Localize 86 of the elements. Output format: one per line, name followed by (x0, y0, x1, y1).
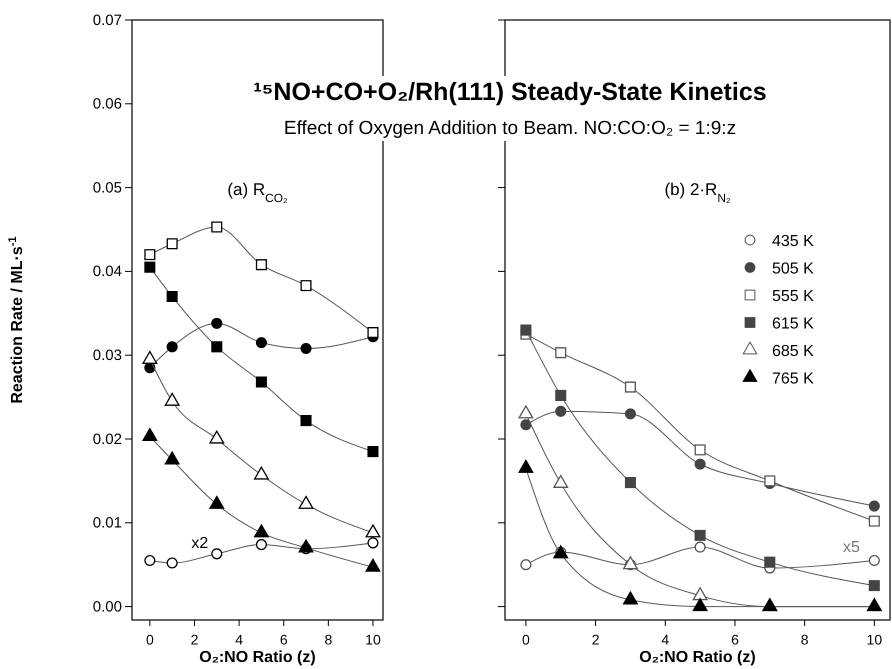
point (209, 430, 224, 444)
point (692, 587, 708, 600)
point (211, 341, 222, 352)
y-tick-label: 0.02 (92, 430, 122, 448)
y-tick-label: 0.06 (92, 96, 122, 113)
x-axis-title: O₂:NO Ratio (z) (639, 649, 756, 666)
point (555, 390, 566, 401)
point (366, 558, 380, 572)
x-tick-label: 2 (592, 631, 600, 648)
point (256, 337, 267, 348)
x-tick-label: 0 (522, 631, 530, 648)
point (555, 347, 566, 358)
point (254, 524, 269, 538)
point (694, 542, 706, 553)
x-tick-label: 4 (235, 631, 244, 648)
annotation: (b) 2·R$_{N₂}$ (664, 180, 731, 205)
point (694, 530, 706, 541)
x-tick-label: 6 (731, 631, 740, 648)
legend-label: 435 K (772, 233, 814, 250)
y-tick-label: 0.03 (92, 346, 122, 364)
point (520, 324, 532, 336)
point (300, 415, 312, 426)
x-tick-label: 8 (324, 631, 332, 648)
legend-label: 505 K (772, 260, 814, 278)
legend-label: 685 K (772, 343, 814, 360)
x-tick-label: 0 (146, 631, 154, 648)
point (164, 392, 180, 406)
point (211, 221, 222, 233)
point (520, 419, 532, 430)
annotation: x2 (191, 535, 208, 552)
point (166, 341, 178, 352)
point (764, 556, 776, 568)
point (692, 598, 708, 612)
point (300, 280, 312, 292)
y-tick-label: 0.05 (92, 179, 122, 196)
point (367, 537, 378, 548)
x-tick-label: 6 (280, 631, 288, 648)
point (144, 249, 156, 260)
point (868, 500, 880, 512)
x-tick-label: 10 (866, 631, 882, 648)
text: Effect of Oxygen Addition to Beam. NO:CO:O₂ = 1:9:z (284, 118, 736, 139)
point (166, 291, 178, 302)
point (164, 451, 180, 465)
point (144, 554, 156, 566)
point (367, 327, 378, 338)
point (211, 548, 222, 560)
point (694, 458, 706, 470)
x-tick-label: 4 (661, 631, 670, 648)
point (868, 580, 880, 592)
x-tick-label: 8 (800, 631, 809, 648)
x-axis-title: O₂:NO Ratio (z) (199, 649, 316, 666)
y-tick-label: 0.04 (92, 263, 122, 280)
point (254, 466, 269, 480)
point (298, 539, 314, 553)
point (624, 382, 636, 393)
text: ¹⁵NO+CO+O₂/Rh(111) Steady-State Kinetics (253, 78, 767, 106)
point (624, 408, 636, 420)
point (367, 446, 378, 458)
point (624, 477, 636, 488)
point (144, 262, 156, 273)
point (300, 342, 312, 354)
y-tick-label: 0.07 (92, 12, 122, 29)
y-tick-label: 0.00 (92, 598, 122, 616)
y-tick-label: 0.01 (92, 514, 122, 532)
point (209, 496, 224, 509)
point (555, 406, 566, 417)
point (166, 557, 178, 569)
point (256, 259, 267, 270)
legend-label: 615 K (772, 316, 814, 332)
legend-label: 765 K (772, 370, 814, 388)
x-tick-label: 2 (190, 631, 199, 648)
point (868, 516, 880, 527)
annotation: x5 (843, 539, 860, 556)
point (298, 496, 314, 509)
point (622, 556, 638, 570)
legend-label: 555 K (772, 288, 814, 305)
point (622, 591, 638, 604)
point (166, 238, 178, 250)
point (764, 475, 776, 486)
point (256, 376, 267, 388)
point (142, 428, 158, 442)
x-tick-label: 10 (365, 631, 381, 648)
annotation: (a) R$_{CO₂}$ (227, 180, 288, 205)
point (694, 444, 706, 456)
point (211, 318, 222, 329)
point (366, 524, 380, 538)
